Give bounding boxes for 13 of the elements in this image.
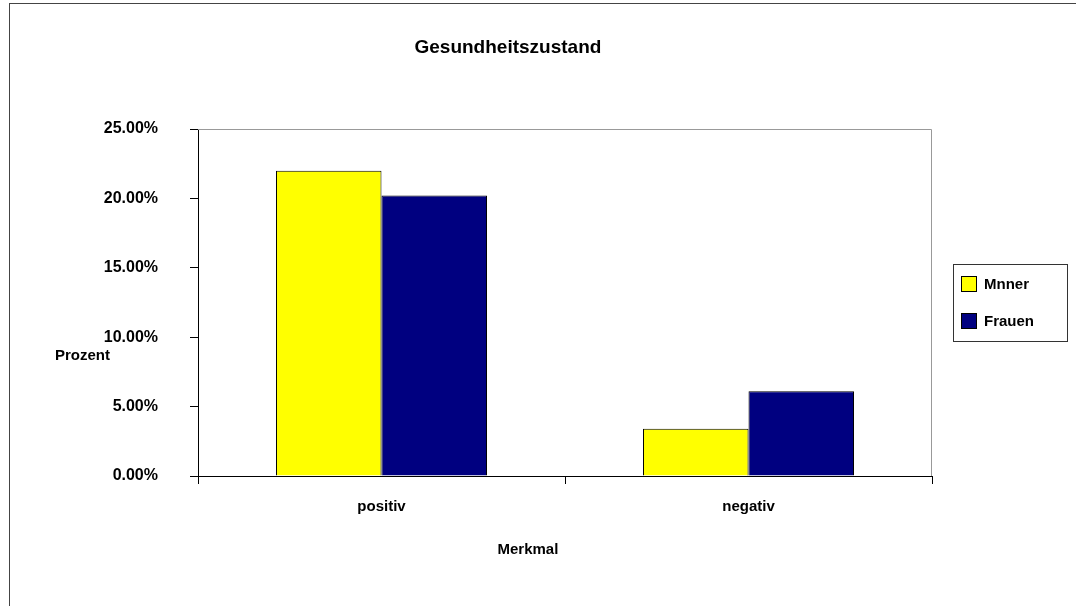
chart-title: Gesundheitszustand xyxy=(414,36,602,58)
y-tick-label: 10.00% xyxy=(103,327,158,345)
legend-label: Mnner xyxy=(984,275,1029,292)
y-tick-label: 20.00% xyxy=(103,188,158,206)
y-tick-label: 0.00% xyxy=(112,466,158,484)
y-tick-label: 5.00% xyxy=(112,397,158,415)
y-axis-title: Prozent xyxy=(55,346,111,364)
y-tick-label: 15.00% xyxy=(103,258,158,276)
y-tick-label: 25.00% xyxy=(103,119,158,137)
legend-label: Frauen xyxy=(984,312,1035,329)
x-axis-title: Merkmal xyxy=(497,540,559,558)
x-tick-label: negativ xyxy=(722,497,776,515)
x-tick-label: positiv xyxy=(357,497,407,515)
